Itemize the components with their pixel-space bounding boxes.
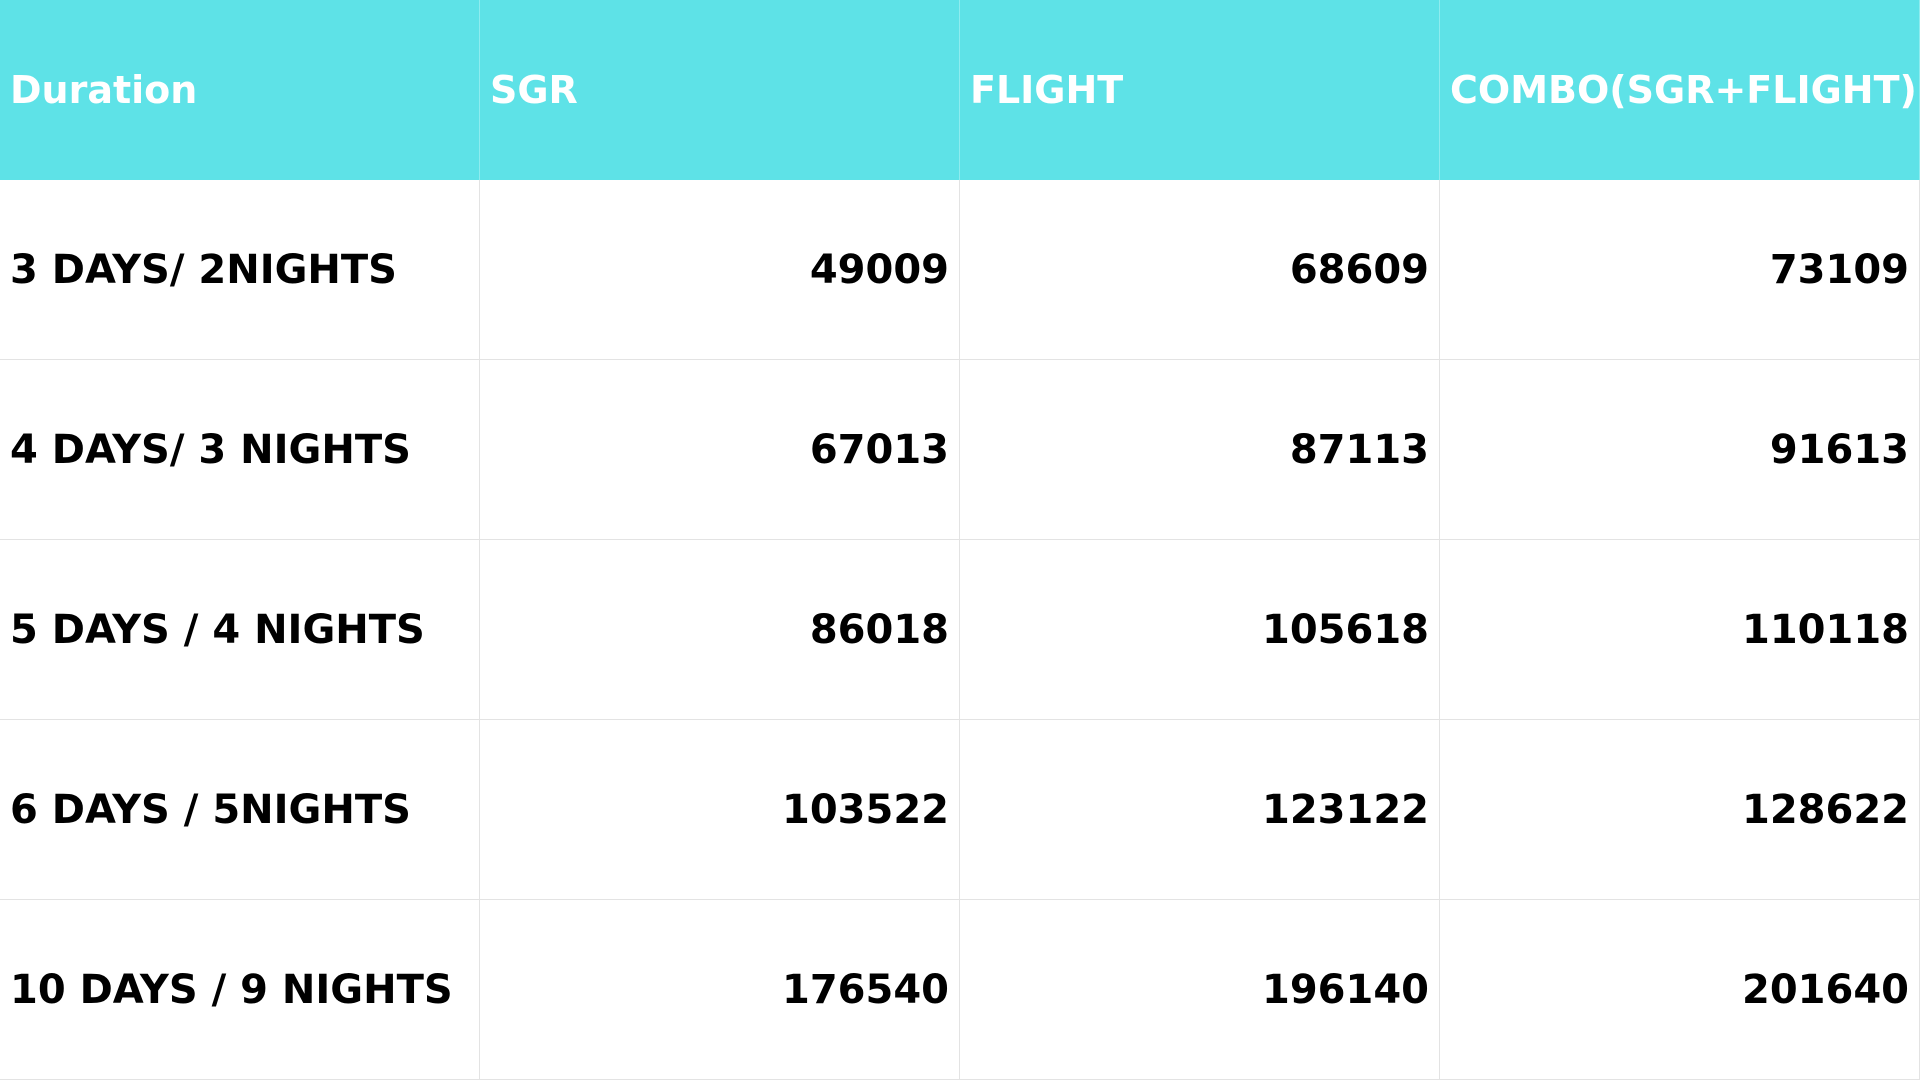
price-cell: 67013: [480, 360, 960, 540]
price-cell: 128622: [1440, 720, 1920, 900]
price-cell: 110118: [1440, 540, 1920, 720]
price-cell: 73109: [1440, 180, 1920, 360]
price-cell: 87113: [960, 360, 1440, 540]
price-cell: 86018: [480, 540, 960, 720]
price-cell: 68609: [960, 180, 1440, 360]
duration-cell: 6 DAYS / 5NIGHTS: [0, 720, 480, 900]
duration-cell: 3 DAYS/ 2NIGHTS: [0, 180, 480, 360]
header-cell: FLIGHT: [960, 0, 1440, 180]
price-cell: 201640: [1440, 900, 1920, 1080]
header-cell: Duration: [0, 0, 480, 180]
duration-cell: 5 DAYS / 4 NIGHTS: [0, 540, 480, 720]
header-cell: COMBO(SGR+FLIGHT): [1440, 0, 1920, 180]
price-cell: 91613: [1440, 360, 1920, 540]
duration-cell: 4 DAYS/ 3 NIGHTS: [0, 360, 480, 540]
price-cell: 105618: [960, 540, 1440, 720]
header-cell: SGR: [480, 0, 960, 180]
price-cell: 103522: [480, 720, 960, 900]
price-cell: 123122: [960, 720, 1440, 900]
price-cell: 176540: [480, 900, 960, 1080]
price-cell: 196140: [960, 900, 1440, 1080]
price-cell: 49009: [480, 180, 960, 360]
duration-cell: 10 DAYS / 9 NIGHTS: [0, 900, 480, 1080]
